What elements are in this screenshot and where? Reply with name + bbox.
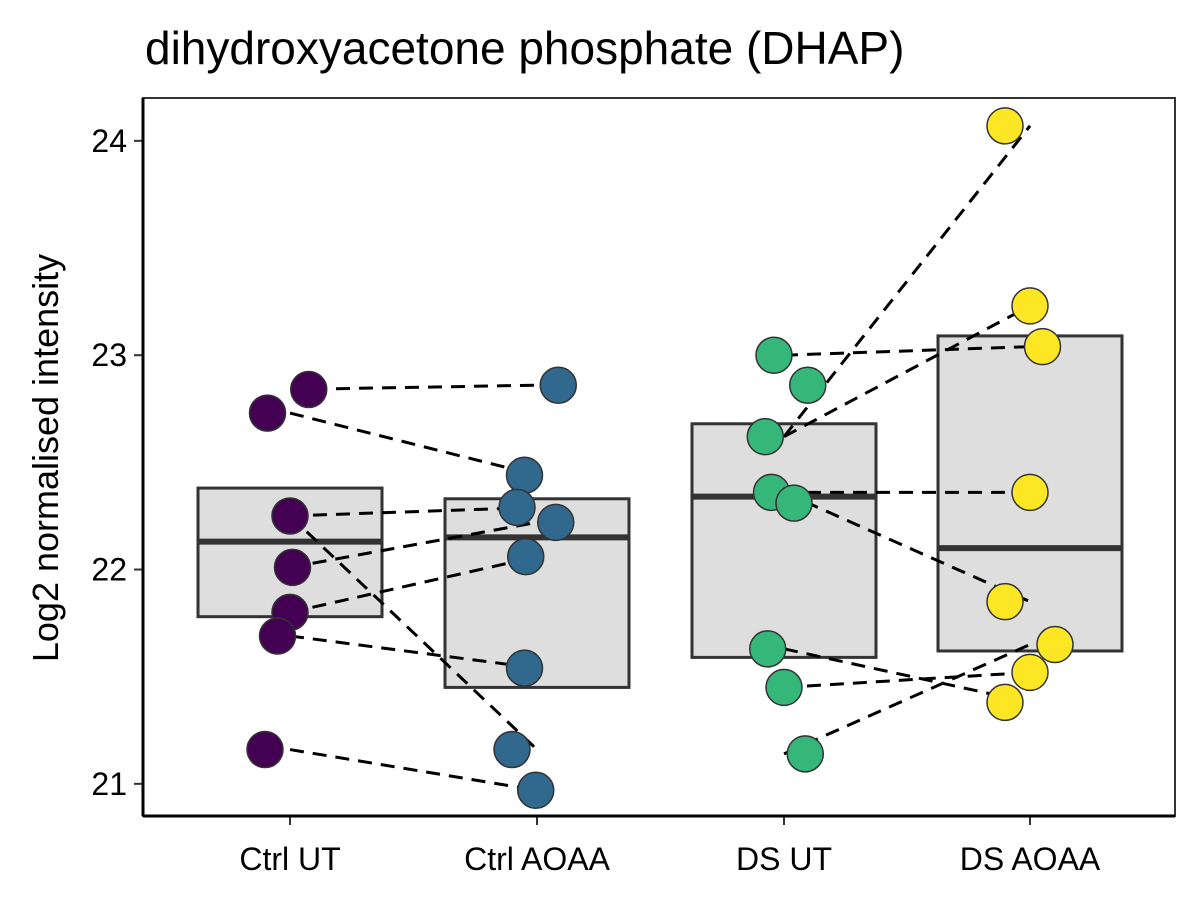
pair-line-9: [782, 124, 1032, 438]
pair-line-0: [289, 383, 538, 391]
point-1-3: [537, 503, 575, 542]
point-1-0: [539, 366, 577, 404]
point-0-2: [271, 497, 309, 535]
pair-line-7: [289, 748, 538, 792]
point-2-1: [789, 366, 827, 404]
point-1-4: [507, 537, 545, 576]
box-2: [690, 422, 878, 659]
y-tick-label-0: 21: [91, 766, 127, 802]
point-2-7: [786, 735, 824, 773]
y-tick-label-2: 23: [91, 337, 127, 373]
chart-title: dihydroxyacetone phosphate (DHAP): [145, 22, 904, 74]
pair-line-6: [288, 514, 539, 751]
x-tick-label-0: Ctrl UT: [239, 841, 340, 877]
point-1-2: [498, 488, 536, 527]
point-3-7: [986, 683, 1024, 722]
pair-line-14: [783, 670, 1031, 689]
pair-line-8: [783, 345, 1031, 357]
point-0-0: [290, 370, 328, 409]
axes-layer: 21 22 23 24 Ctrl UT Ctrl AOAA DS UT DS AOAA: [91, 98, 1175, 877]
point-3-6: [1011, 653, 1049, 692]
point-2-0: [755, 336, 793, 374]
point-1-5: [505, 649, 544, 687]
point-3-4: [986, 582, 1024, 621]
pair-lines-layer: [288, 124, 1032, 792]
point-0-1: [248, 394, 287, 432]
y-tick-label-1: 22: [91, 552, 127, 588]
pair-line-10: [783, 304, 1031, 438]
y-axis-label: Log2 normalised intensity: [25, 254, 66, 662]
pair-line-5: [289, 634, 538, 670]
point-3-3: [1011, 473, 1049, 512]
pair-line-4: [289, 555, 538, 614]
point-2-5: [749, 630, 787, 668]
pair-line-1: [289, 411, 538, 477]
point-1-6: [493, 730, 531, 769]
point-0-5: [258, 617, 297, 655]
y-tick-label-3: 24: [91, 123, 127, 159]
point-0-3: [273, 548, 312, 587]
point-2-6: [765, 668, 803, 707]
point-2-4: [775, 484, 813, 522]
point-3-2: [1023, 327, 1062, 366]
point-1-1: [505, 456, 544, 494]
point-3-5: [1036, 625, 1074, 664]
point-3-1: [1011, 287, 1049, 325]
point-0-6: [246, 730, 284, 769]
x-tick-label-3: DS AOAA: [960, 841, 1101, 877]
points-layer: [246, 107, 1074, 810]
point-1-7: [517, 771, 555, 810]
pair-line-3: [289, 520, 538, 569]
x-tick-label-1: Ctrl AOAA: [464, 841, 610, 877]
x-tick-label-2: DS UT: [736, 841, 832, 877]
point-2-2: [746, 417, 784, 456]
pair-line-2: [289, 505, 538, 518]
point-3-0: [986, 107, 1024, 145]
